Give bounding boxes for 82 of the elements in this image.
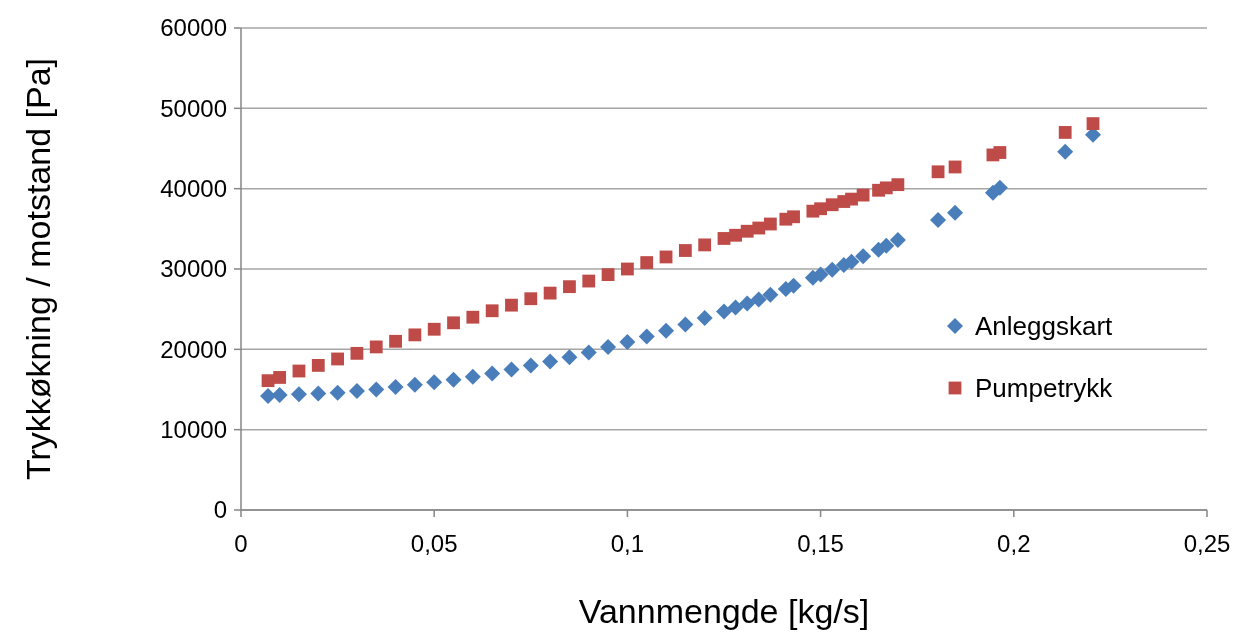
y-tick-label: 0 xyxy=(213,496,227,524)
point xyxy=(696,310,713,326)
point xyxy=(762,286,779,303)
point xyxy=(561,349,578,366)
legend-label: Pumpetrykk xyxy=(975,373,1114,404)
point xyxy=(503,361,520,378)
point xyxy=(698,238,712,252)
point xyxy=(271,387,288,404)
point xyxy=(582,274,596,288)
point xyxy=(427,322,441,336)
x-tick-label: 0 xyxy=(234,530,248,557)
point xyxy=(878,237,895,254)
point xyxy=(369,340,383,354)
y-tick-label: 30000 xyxy=(160,255,227,283)
point xyxy=(408,328,422,342)
point xyxy=(485,304,499,318)
point xyxy=(563,280,576,294)
point xyxy=(677,316,694,333)
point xyxy=(621,262,634,276)
x-axis-title: Vannmengde [kg/s] xyxy=(578,592,870,630)
point xyxy=(601,268,615,282)
point xyxy=(1057,143,1074,160)
point xyxy=(348,383,365,400)
point xyxy=(1086,117,1100,130)
point xyxy=(947,204,964,221)
point xyxy=(640,256,654,269)
point xyxy=(1058,126,1072,139)
y-tick-label: 20000 xyxy=(160,335,227,363)
point xyxy=(290,386,307,403)
y-tick-label: 40000 xyxy=(160,175,227,203)
point xyxy=(406,376,423,393)
point xyxy=(505,298,518,312)
y-tick-label: 10000 xyxy=(160,416,227,444)
point xyxy=(464,368,481,385)
point xyxy=(787,210,800,224)
point xyxy=(466,310,480,324)
point xyxy=(310,385,327,402)
point xyxy=(739,295,756,312)
point xyxy=(678,244,692,257)
point xyxy=(891,178,905,192)
x-tick-label: 0,15 xyxy=(797,530,844,557)
x-tick-label: 0,05 xyxy=(410,530,458,557)
point xyxy=(260,387,277,404)
point xyxy=(619,334,636,351)
point xyxy=(543,286,557,300)
point xyxy=(350,346,364,360)
point xyxy=(716,303,732,320)
point xyxy=(930,212,947,228)
point xyxy=(387,379,404,396)
point xyxy=(889,232,906,249)
point xyxy=(600,338,617,355)
x-tick-label: 0,2 xyxy=(997,530,1031,557)
point xyxy=(856,188,870,202)
point xyxy=(273,371,287,384)
point xyxy=(638,328,655,345)
x-tick-label: 0,25 xyxy=(1183,530,1231,557)
point xyxy=(445,371,462,388)
point xyxy=(824,261,841,278)
point xyxy=(484,365,501,382)
y-axis-title: Trykkøkning / motstand [Pa] xyxy=(19,58,57,480)
x-tick-label: 0,1 xyxy=(610,530,645,557)
point xyxy=(658,322,675,339)
point xyxy=(727,299,744,316)
point xyxy=(447,316,460,330)
point xyxy=(331,352,344,366)
point xyxy=(750,291,767,308)
point xyxy=(389,334,402,348)
point xyxy=(311,359,325,372)
point xyxy=(580,344,597,361)
point xyxy=(522,357,539,374)
legend-label: Anleggskart xyxy=(975,311,1114,342)
point xyxy=(329,384,346,401)
y-tick-label: 60000 xyxy=(160,14,227,42)
point xyxy=(368,381,385,398)
point xyxy=(993,146,1007,159)
point xyxy=(542,353,559,370)
point xyxy=(763,217,777,231)
y-tick-label: 50000 xyxy=(160,94,227,122)
point xyxy=(931,165,945,179)
point xyxy=(855,248,872,265)
point xyxy=(426,374,443,391)
point xyxy=(524,292,538,306)
